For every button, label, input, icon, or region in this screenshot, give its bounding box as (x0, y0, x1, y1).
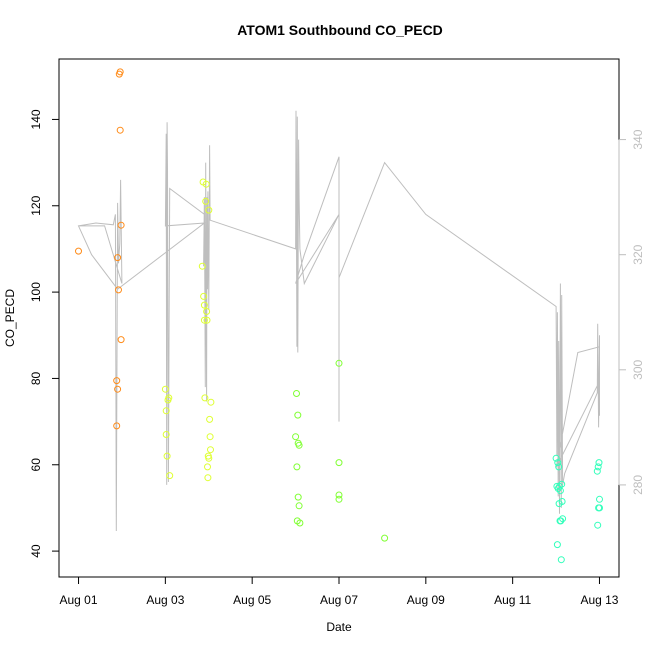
data-point-3-9 (556, 487, 564, 495)
y2-axis: 280 300 320 340 (618, 129, 645, 495)
data-point-2-14 (381, 534, 389, 542)
data-point-0-1 (113, 422, 121, 430)
x-tick-label-0: Aug 01 (60, 593, 98, 607)
x-tick-label-4: Aug 09 (407, 593, 445, 607)
data-point-1-5 (165, 394, 173, 402)
data-point-1-22 (206, 415, 214, 423)
chart-title: ATOM1 Southbound CO_PECD (237, 22, 443, 38)
data-point-2-7 (295, 441, 303, 449)
data-point-0-7 (116, 68, 124, 76)
secondary-line-layer (77, 110, 600, 532)
data-point-3-14 (559, 515, 567, 523)
y2-tick-label-3: 340 (631, 129, 645, 149)
y-tick-label-1: 60 (29, 458, 43, 472)
data-point-1-0 (161, 385, 169, 393)
data-point-3-16 (594, 521, 602, 529)
data-point-1-18 (204, 474, 212, 482)
data-point-1-3 (163, 452, 171, 460)
data-point-3-21 (596, 504, 603, 512)
data-point-2-10 (335, 359, 343, 367)
data-point-3-0 (552, 454, 560, 462)
y-tick-label-4: 120 (29, 195, 43, 215)
data-point-1-17 (204, 463, 211, 471)
data-point-1-9 (200, 292, 208, 300)
data-point-1-6 (166, 472, 174, 480)
data-point-1-16 (203, 316, 211, 324)
y-axis-label: CO_PECD (3, 289, 17, 347)
y2-tick-label-0: 280 (631, 475, 645, 495)
data-point-3-13 (558, 498, 566, 505)
data-point-2-2 (293, 463, 301, 471)
data-point-2-1 (293, 390, 300, 397)
data-point-3-15 (593, 467, 601, 475)
y-tick-label-0: 40 (29, 544, 43, 558)
data-point-1-11 (200, 316, 208, 324)
x-tick-label-2: Aug 05 (233, 593, 271, 607)
x-axis-label: Date (326, 620, 352, 634)
data-point-2-13 (335, 495, 343, 503)
data-point-0-5 (115, 286, 122, 294)
data-point-1-20 (205, 206, 213, 214)
data-point-2-0 (292, 433, 300, 441)
data-point-1-1 (162, 407, 170, 415)
data-point-0-3 (114, 385, 122, 393)
y2-tick-label-1: 300 (631, 359, 645, 379)
data-point-3-3 (554, 459, 562, 467)
data-point-3-20 (596, 495, 603, 503)
points-layer (75, 68, 603, 564)
data-point-0-10 (117, 336, 125, 344)
data-point-2-6 (294, 493, 302, 501)
data-point-3-7 (556, 482, 563, 490)
data-point-2-4 (294, 411, 302, 419)
data-point-3-5 (555, 463, 563, 471)
data-point-1-7 (198, 262, 206, 270)
data-point-0-2 (113, 377, 121, 385)
y2-tick-label-2: 320 (631, 244, 645, 264)
secondary-series-line (77, 110, 600, 532)
y-tick-label-5: 140 (29, 109, 43, 129)
data-point-1-15 (203, 308, 211, 315)
x-tick-label-1: Aug 03 (146, 593, 184, 607)
data-point-2-11 (335, 459, 343, 467)
data-point-3-11 (557, 556, 565, 564)
data-point-1-24 (207, 446, 214, 454)
data-point-1-21 (205, 454, 213, 462)
y-tick-label-2: 80 (29, 371, 43, 385)
data-point-0-9 (117, 221, 125, 229)
data-point-1-13 (202, 197, 210, 205)
data-point-0-4 (114, 254, 122, 262)
data-point-3-10 (557, 517, 565, 525)
data-point-1-12 (201, 394, 209, 402)
x-tick-label-3: Aug 07 (320, 593, 358, 607)
data-point-1-25 (207, 398, 215, 406)
y-axis: 40 60 80 100 120 140 (29, 109, 60, 558)
data-point-0-8 (116, 126, 124, 134)
data-point-1-10 (200, 301, 208, 309)
data-point-3-2 (553, 541, 561, 549)
data-point-1-23 (206, 433, 214, 441)
data-point-1-14 (202, 180, 210, 188)
data-point-2-9 (296, 519, 304, 527)
x-tick-label-5: Aug 11 (494, 593, 531, 607)
data-point-3-12 (558, 480, 566, 488)
data-point-3-17 (594, 463, 602, 471)
x-axis: Aug 01 Aug 03 Aug 05 Aug 07 Aug 09 Aug 11 Aug … (60, 576, 619, 607)
data-point-0-0 (75, 247, 82, 255)
data-point-3-19 (595, 459, 603, 467)
data-point-2-12 (335, 491, 343, 499)
data-point-1-2 (162, 431, 170, 438)
x-tick-label-6: Aug 13 (580, 593, 618, 607)
y-tick-label-3: 100 (29, 282, 43, 302)
data-point-2-8 (295, 502, 303, 510)
